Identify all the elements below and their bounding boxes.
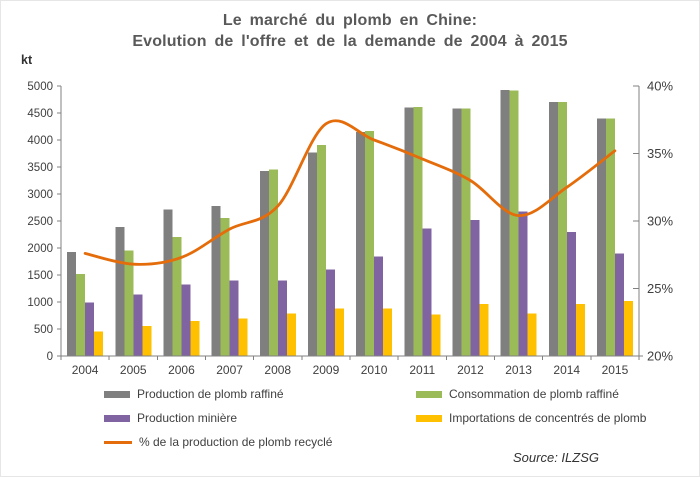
- legend-label-production-raffine: Production de plomb raffiné: [137, 387, 284, 401]
- svg-text:25%: 25%: [647, 281, 673, 296]
- legend-label-production-miniere: Production minière: [137, 411, 238, 425]
- svg-text:500: 500: [34, 324, 53, 336]
- svg-text:2008: 2008: [264, 363, 291, 377]
- svg-text:2014: 2014: [553, 363, 580, 377]
- bar-series-0: [67, 89, 606, 357]
- legend-item-pct-recycle: % de la production de plomb recyclé: [104, 430, 332, 454]
- bar-series-3: [94, 300, 633, 356]
- svg-text:2005: 2005: [120, 363, 147, 377]
- legend-swatch-orange-line: [104, 440, 132, 444]
- left-axis-tick-labels: 0 500 1000 1500 2000 2500 3000 3500 4000 4500 5000: [27, 81, 53, 363]
- svg-text:2006: 2006: [168, 363, 195, 377]
- bar-series-1: [76, 90, 615, 357]
- legend-item-importations: Importations de concentrés de plomb: [416, 406, 646, 430]
- x-axis-year-labels: 2004 2005 2006 2007 2008 2009 2010 2011 2012 2013…: [72, 363, 629, 377]
- svg-text:5000: 5000: [27, 81, 53, 93]
- svg-text:3500: 3500: [27, 162, 53, 174]
- svg-text:40%: 40%: [647, 79, 673, 94]
- svg-text:1000: 1000: [27, 297, 53, 309]
- legend-item-production-miniere: Production minière: [104, 406, 332, 430]
- svg-text:2012: 2012: [457, 363, 484, 377]
- chart-title-line1: Le marché du plomb en Chine:: [222, 12, 478, 29]
- legend-column-right: Consommation de plomb raffiné Importatio…: [416, 382, 646, 430]
- y-axis-unit-label: kt: [21, 53, 33, 67]
- svg-text:2004: 2004: [72, 363, 99, 377]
- svg-text:4500: 4500: [27, 108, 53, 120]
- legend-swatch-green-bar: [416, 390, 442, 398]
- legend-column-left: Production de plomb raffiné Production m…: [104, 382, 332, 454]
- chart-title-line2: Evolution de l'offre et de la demande de…: [132, 33, 568, 50]
- legend-label-consommation: Consommation de plomb raffiné: [449, 387, 619, 401]
- right-axis-tick-labels: 20% 25% 30% 35% 40%: [647, 79, 673, 364]
- svg-text:35%: 35%: [647, 146, 673, 161]
- svg-text:2009: 2009: [313, 363, 340, 377]
- legend: Production de plomb raffiné Production m…: [1, 382, 699, 458]
- svg-text:1500: 1500: [27, 270, 53, 282]
- legend-item-consommation: Consommation de plomb raffiné: [416, 382, 646, 406]
- svg-text:2007: 2007: [216, 363, 243, 377]
- legend-swatch-yellow-bar: [416, 414, 442, 422]
- legend-swatch-purple-bar: [104, 414, 130, 422]
- legend-item-production-raffine: Production de plomb raffiné: [104, 382, 332, 406]
- svg-text:2011: 2011: [409, 363, 435, 377]
- svg-text:3000: 3000: [27, 189, 53, 201]
- chart-title: Le marché du plomb en Chine: Evolution d…: [1, 10, 699, 52]
- svg-text:2010: 2010: [361, 363, 388, 377]
- svg-text:30%: 30%: [647, 214, 673, 229]
- source-credit: Source: ILZSG: [513, 450, 599, 465]
- svg-text:0: 0: [47, 351, 53, 363]
- axes: [57, 85, 643, 360]
- svg-text:2015: 2015: [602, 363, 629, 377]
- legend-label-importations: Importations de concentrés de plomb: [449, 411, 647, 425]
- svg-text:20%: 20%: [647, 349, 673, 364]
- svg-text:2000: 2000: [27, 243, 53, 255]
- bar-series-2: [85, 211, 624, 356]
- recycled-share-line: [83, 119, 617, 266]
- svg-text:2013: 2013: [505, 363, 532, 377]
- svg-text:4000: 4000: [27, 135, 53, 147]
- legend-label-pct-recycle: % de la production de plomb recyclé: [139, 435, 333, 449]
- legend-swatch-gray-bar: [104, 390, 130, 398]
- svg-text:2500: 2500: [27, 216, 53, 228]
